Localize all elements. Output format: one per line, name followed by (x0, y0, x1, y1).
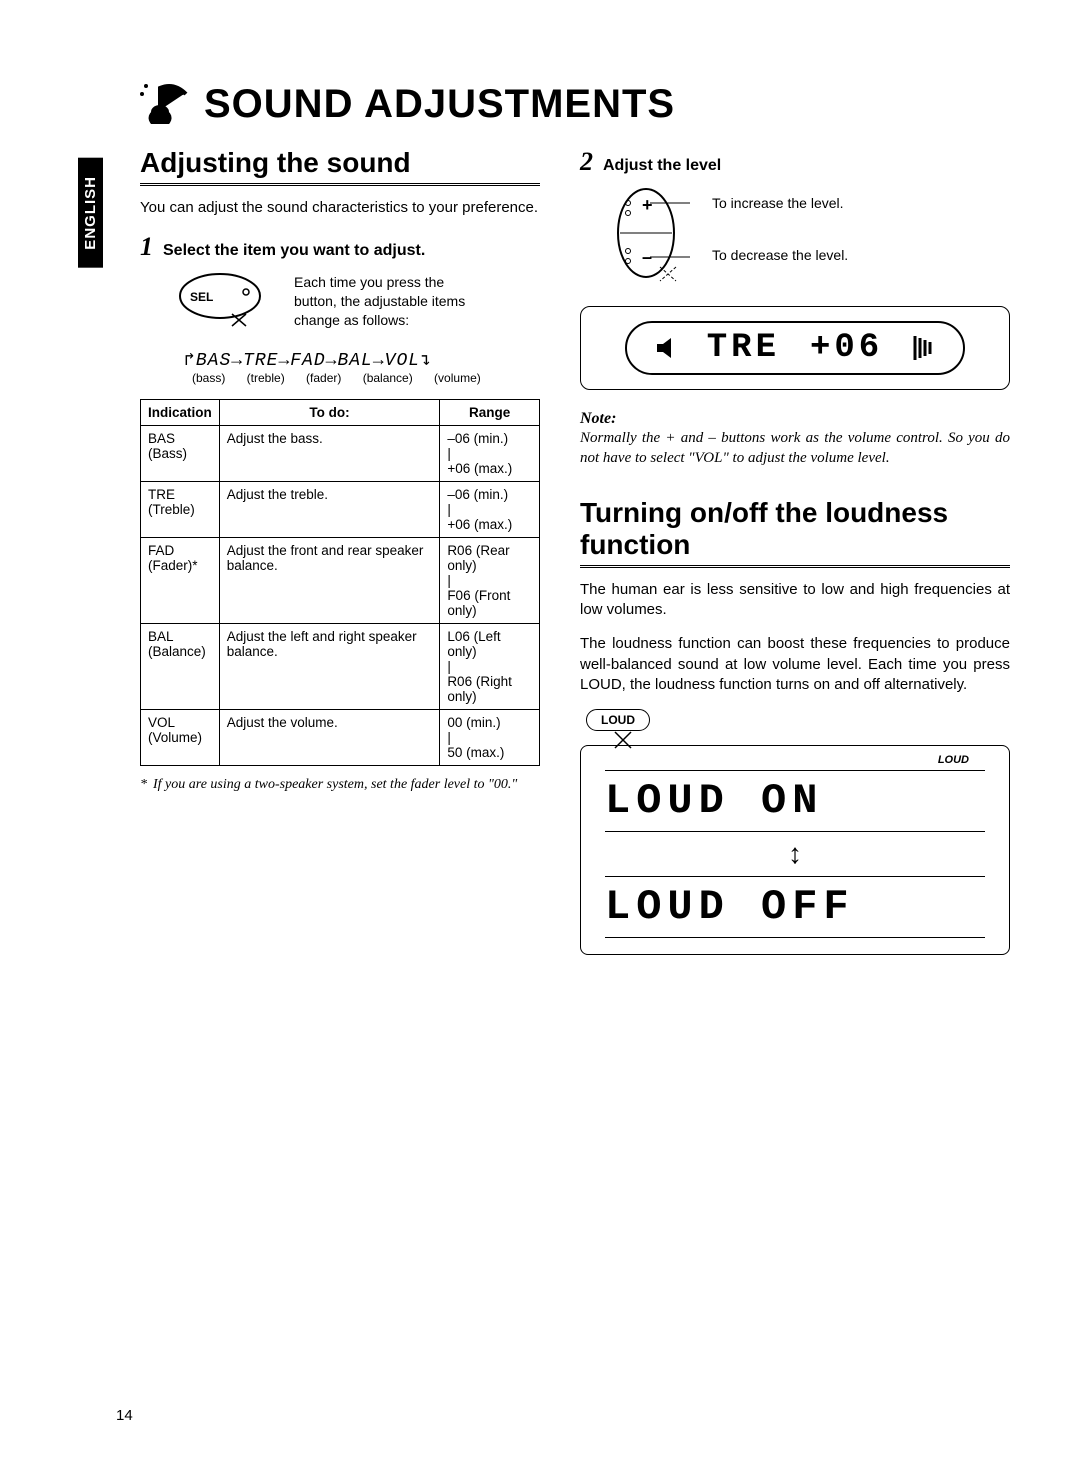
lcd-display-box: TRE +06 (580, 306, 1010, 390)
note-heading: Note: (580, 410, 1010, 428)
increase-label: To increase the level. (712, 195, 848, 211)
table-cell: Adjust the volume. (219, 710, 440, 766)
sel-button-illustration: SEL (176, 270, 272, 333)
loud-indicator: LOUD (938, 754, 969, 766)
level-buttons-illustration: + – (614, 185, 694, 290)
table-cell: TRE(Treble) (141, 482, 220, 538)
table-cell: R06 (Rear only)|F06 (Front only) (440, 538, 540, 624)
step1-title: Select the item you want to adjust. (163, 242, 425, 260)
table-cell: VOL(Volume) (141, 710, 220, 766)
page-number: 14 (116, 1407, 133, 1424)
language-tab: ENGLISH (78, 158, 103, 268)
lcd-value: +06 (810, 329, 883, 367)
footnote-text: If you are using a two-speaker system, s… (153, 776, 517, 794)
footnote-marker: * (140, 776, 147, 794)
loud-display-box: LOUD LOUD ON ↕ LOUD OFF (580, 745, 1010, 955)
page-title: SOUND ADJUSTMENTS (204, 82, 675, 127)
table-cell: –06 (min.)|+06 (max.) (440, 482, 540, 538)
step1-number: 1 (140, 232, 153, 262)
sequence-labels: (bass) (treble) (fader) (balance) (volum… (192, 371, 540, 385)
step2-number: 2 (580, 147, 593, 177)
table-cell: BAL(Balance) (141, 624, 220, 710)
loudness-para1: The human ear is less sensitive to low a… (580, 580, 1010, 621)
lcd-item: TRE (707, 329, 780, 367)
loudness-heading: Turning on/off the loudness function (580, 497, 1010, 561)
table-cell: FAD(Fader)* (141, 538, 220, 624)
table-cell: 00 (min.)|50 (max.) (440, 710, 540, 766)
loud-button-illustration: LOUD (586, 709, 650, 731)
table-cell: –06 (min.)|+06 (max.) (440, 426, 540, 482)
svg-text:+: + (642, 195, 653, 215)
step2-title: Adjust the level (603, 157, 721, 175)
note-body: Normally the + and – buttons work as the… (580, 428, 1010, 469)
table-cell: L06 (Left only)|R06 (Right only) (440, 624, 540, 710)
adjusting-sound-heading: Adjusting the sound (140, 147, 540, 179)
sequence-cycle: ↱BAS→TRE→FAD→BAL→VOL↴ (184, 349, 540, 371)
page-title-row: SOUND ADJUSTMENTS (140, 80, 1010, 129)
sel-desc: Each time you press the button, the adju… (294, 273, 484, 330)
table-cell: Adjust the left and right speaker balanc… (219, 624, 440, 710)
lcd-loud-on: LOUD ON (605, 770, 985, 832)
adjusting-sound-intro: You can adjust the sound characteristics… (140, 198, 540, 218)
loudness-para2: The loudness function can boost these fr… (580, 634, 1010, 695)
table-cell: BAS(Bass) (141, 426, 220, 482)
lcd-decor-icon (913, 334, 935, 362)
table-cell: Adjust the bass. (219, 426, 440, 482)
indication-table: Indication To do: Range BAS(Bass)Adjust … (140, 399, 540, 766)
speaker-icon (655, 336, 677, 360)
sound-icon (140, 80, 190, 129)
table-header: To do: (219, 400, 440, 426)
sel-button-label: SEL (190, 290, 213, 304)
lcd-loud-off: LOUD OFF (605, 876, 985, 938)
table-header: Indication (141, 400, 220, 426)
decrease-label: To decrease the level. (712, 247, 848, 263)
table-cell: Adjust the treble. (219, 482, 440, 538)
table-header: Range (440, 400, 540, 426)
table-cell: Adjust the front and rear speaker balanc… (219, 538, 440, 624)
toggle-arrow-icon: ↕ (605, 838, 985, 870)
